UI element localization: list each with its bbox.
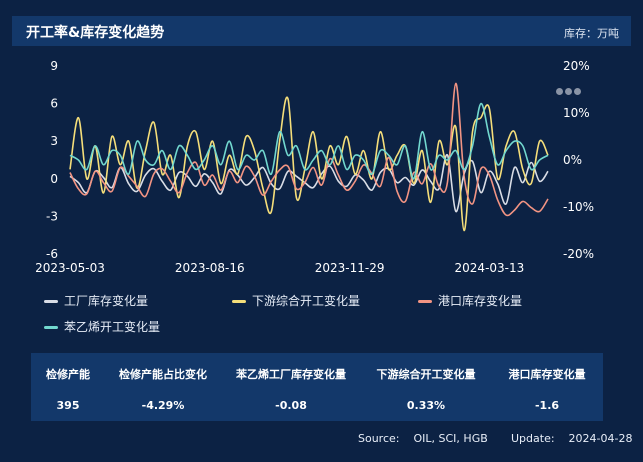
legend-swatch bbox=[44, 326, 58, 329]
legend-item-styrene-operating[interactable]: 苯乙烯开工变化量 bbox=[44, 318, 160, 335]
legend-swatch bbox=[418, 300, 432, 303]
source-label: Source: bbox=[358, 432, 400, 445]
update-note: Update: 2024-04-28 bbox=[511, 432, 632, 445]
y-left-tick-label: 6 bbox=[50, 97, 58, 111]
y-right-tick-label: 10% bbox=[563, 106, 590, 120]
table-cell: -0.08 bbox=[275, 399, 307, 412]
series-line-2 bbox=[69, 82, 549, 217]
legend-swatch bbox=[44, 300, 58, 303]
y-left-tick-label: -6 bbox=[46, 247, 58, 261]
y-left-tick-label: 9 bbox=[50, 59, 58, 73]
legend-item-port-inventory[interactable]: 港口库存变化量 bbox=[418, 292, 522, 309]
table-header: 检修产能 bbox=[46, 368, 90, 381]
x-tick-label: 2023-05-03 bbox=[35, 261, 105, 275]
table-header: 港口库存变化量 bbox=[508, 368, 586, 381]
series-line-1 bbox=[69, 96, 549, 232]
table-cell: 395 bbox=[56, 399, 80, 412]
y-right-tick-label: -10% bbox=[563, 200, 594, 214]
legend-label: 下游综合开工变化量 bbox=[252, 294, 361, 308]
x-tick-label: 2023-08-16 bbox=[175, 261, 245, 275]
unit-label: 库存：万吨 bbox=[564, 27, 619, 40]
y-right-tick-label: 0% bbox=[563, 153, 582, 167]
chart-title: 开工率&库存变化趋势 bbox=[26, 25, 165, 41]
source-value: OIL, SCI, HGB bbox=[413, 432, 488, 445]
legend-swatch bbox=[232, 300, 246, 303]
update-value: 2024-04-28 bbox=[568, 432, 633, 445]
update-label: Update: bbox=[511, 432, 555, 445]
legend-item-factory-inventory[interactable]: 工厂库存变化量 bbox=[44, 292, 148, 309]
ellipsis-icon[interactable] bbox=[556, 80, 584, 95]
series-line-3 bbox=[69, 102, 549, 180]
table-header: 下游综合开工变化量 bbox=[376, 368, 476, 381]
legend-label: 港口库存变化量 bbox=[438, 294, 523, 308]
source-note: Source: OIL, SCI, HGB bbox=[358, 432, 488, 445]
table-cell: -4.29% bbox=[141, 399, 185, 412]
summary-table: 检修产能 检修产能占比变化 苯乙烯工厂库存变化量 下游综合开工变化量 港口库存变… bbox=[31, 353, 603, 421]
table-header: 检修产能占比变化 bbox=[119, 368, 207, 381]
legend-label: 苯乙烯开工变化量 bbox=[64, 320, 161, 334]
table-cell: 0.33% bbox=[406, 399, 446, 412]
series-line-0 bbox=[69, 154, 549, 213]
y-left-tick-label: -3 bbox=[46, 209, 58, 223]
line-chart: 9 6 3 0 -3 -6 20% 10% 0% -10% -20% 2023-05-03 2023-0… bbox=[35, 59, 594, 275]
chart-header: 开工率&库存变化趋势 库存：万吨 bbox=[12, 16, 631, 46]
y-right-tick-label: 20% bbox=[563, 59, 590, 73]
x-tick-label: 2023-11-29 bbox=[315, 261, 385, 275]
legend-label: 工厂库存变化量 bbox=[64, 294, 149, 308]
chart-legend: 工厂库存变化量 下游综合开工变化量 港口库存变化量 苯乙烯开工变化量 bbox=[44, 292, 624, 342]
y-left-tick-label: 0 bbox=[50, 172, 58, 186]
table-header: 苯乙烯工厂库存变化量 bbox=[236, 368, 346, 381]
x-tick-label: 2024-03-13 bbox=[455, 261, 525, 275]
table-cell: -1.6 bbox=[534, 399, 560, 412]
y-right-tick-label: -20% bbox=[563, 247, 594, 261]
legend-item-downstream-operating[interactable]: 下游综合开工变化量 bbox=[232, 292, 360, 309]
y-left-tick-label: 3 bbox=[50, 134, 58, 148]
